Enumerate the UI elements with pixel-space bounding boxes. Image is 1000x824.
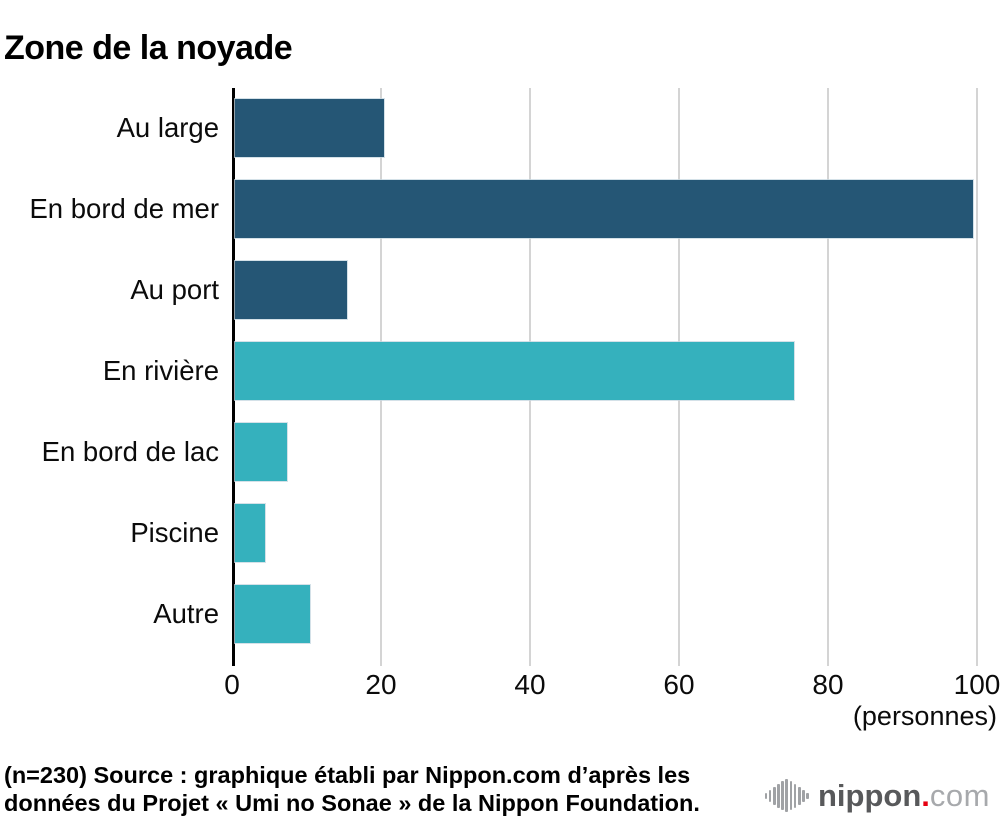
nippon-com-logo: nippon.com xyxy=(764,779,990,812)
page-title: Zone de la noyade xyxy=(4,28,293,67)
bar-track xyxy=(232,503,977,562)
bar-track xyxy=(232,99,977,158)
category-label: Au port xyxy=(130,274,219,306)
category-label: En rivière xyxy=(102,355,219,386)
bar-track xyxy=(232,180,977,239)
logo-name: nippon xyxy=(818,778,922,813)
bar xyxy=(235,584,310,643)
logo-dot: . xyxy=(921,778,930,813)
soundwave-icon xyxy=(764,779,809,812)
x-tick-label: 20 xyxy=(365,669,397,700)
source-caption-line2: données du Projet « Umi no Sonae » de la… xyxy=(4,790,700,816)
bar-track xyxy=(232,261,977,320)
bar-rows: Au large En bord de mer Au port En riviè… xyxy=(0,88,977,654)
bar xyxy=(235,261,347,320)
bar-row: Autre xyxy=(0,573,977,654)
x-axis-unit-label: (personnes) xyxy=(852,701,997,731)
bar-row: Au port xyxy=(0,250,977,331)
source-caption-line1: (n=230) Source : graphique établi par Ni… xyxy=(4,762,691,788)
category-label: Au large xyxy=(116,112,219,144)
x-tick-label: 60 xyxy=(663,669,695,700)
category-label: Autre xyxy=(153,597,219,629)
bar-row: En bord de mer xyxy=(0,169,977,250)
gridline-100 xyxy=(976,88,978,666)
bar-chart: Au large En bord de mer Au port En riviè… xyxy=(0,88,1000,731)
bar-track xyxy=(232,342,977,400)
bar-row: En bord de lac xyxy=(0,411,977,492)
bar xyxy=(235,180,973,239)
bar xyxy=(235,503,265,562)
category-label: Piscine xyxy=(130,516,219,548)
category-label: En bord de lac xyxy=(41,435,219,467)
x-tick-label: 80 xyxy=(812,669,844,700)
source-caption: (n=230) Source : graphique établi par Ni… xyxy=(4,761,724,817)
category-label: En bord de mer xyxy=(29,193,219,225)
logo-tld: com xyxy=(929,778,990,813)
x-tick-label: 40 xyxy=(514,669,546,700)
bar-row: Piscine xyxy=(0,492,977,573)
x-tick-label: 100 xyxy=(953,669,1000,700)
y-axis-line xyxy=(232,88,235,666)
x-tick-label: 0 xyxy=(224,669,240,700)
logo-wordmark: nippon.com xyxy=(818,780,990,811)
bar-track xyxy=(232,584,977,643)
bar xyxy=(235,422,288,481)
bar-row: Au large xyxy=(0,88,977,169)
x-axis-ticks: 0 20 40 60 80 100 xyxy=(224,669,1000,701)
gridline-80 xyxy=(827,88,829,666)
bar-row: En rivière xyxy=(0,331,977,412)
bar xyxy=(235,342,794,400)
bar-track xyxy=(232,422,977,481)
bar xyxy=(235,99,384,158)
